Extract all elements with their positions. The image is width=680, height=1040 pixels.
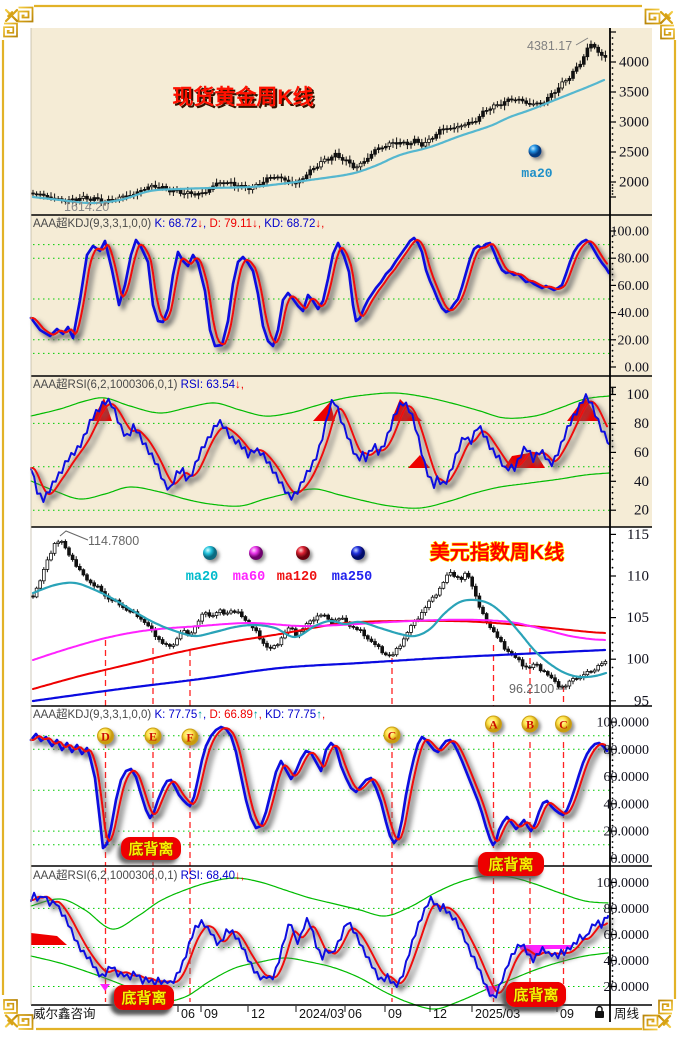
svg-text:20.00: 20.00 [618,333,650,348]
svg-text:40.0000: 40.0000 [604,954,650,969]
svg-text:06: 06 [348,1007,362,1021]
svg-text:12: 12 [433,1007,447,1021]
svg-text:09: 09 [204,1007,218,1021]
svg-text:威尔鑫咨询: 威尔鑫咨询 [33,1006,96,1021]
svg-text:80: 80 [634,416,649,432]
svg-text:2500: 2500 [619,145,649,161]
svg-text:20.0000: 20.0000 [604,980,650,995]
svg-text:D: D [101,730,110,744]
svg-text:80.0000: 80.0000 [604,743,650,758]
svg-text:60.00: 60.00 [618,279,650,294]
svg-text:4381.17: 4381.17 [527,39,572,53]
svg-text:100.00: 100.00 [611,225,650,240]
svg-text:0.0000: 0.0000 [611,852,650,867]
svg-text:40: 40 [634,474,649,490]
svg-text:80.0000: 80.0000 [604,902,650,917]
svg-text:4000: 4000 [619,55,649,71]
svg-text:底背离: 底背离 [121,989,166,1007]
svg-text:A: A [489,718,498,732]
svg-text:现货黄金周K线: 现货黄金周K线 [172,85,313,109]
svg-text:40.0000: 40.0000 [604,797,650,812]
svg-text:周线: 周线 [614,1007,640,1021]
svg-text:F: F [186,731,193,745]
svg-text:C: C [388,729,397,743]
svg-text:现货黄金周K线: 现货黄金周K线 [174,87,315,111]
svg-text:E: E [149,730,157,744]
svg-text:100: 100 [627,652,650,668]
svg-text:AAA超KDJ(9,3,3,1,0,0) K: 77.75↑: AAA超KDJ(9,3,3,1,0,0) K: 77.75↑, D: 66.89… [33,707,325,721]
svg-text:09: 09 [560,1007,574,1021]
svg-text:96.2100: 96.2100 [509,682,554,696]
svg-text:100.0000: 100.0000 [597,716,650,731]
svg-text:0.00: 0.00 [625,361,650,376]
svg-text:80.00: 80.00 [618,252,650,267]
svg-text:20: 20 [634,503,649,519]
svg-text:95: 95 [634,693,649,709]
svg-text:3000: 3000 [619,115,649,131]
svg-text:60: 60 [634,445,649,461]
svg-text:底背离: 底背离 [128,840,173,858]
svg-text:AAA超KDJ(9,3,3,1,0,0) K: 68.72↓: AAA超KDJ(9,3,3,1,0,0) K: 68.72↓, D: 79.11… [33,216,324,230]
svg-text:60.0000: 60.0000 [604,928,650,943]
svg-text:60.0000: 60.0000 [604,770,650,785]
svg-text:100.0000: 100.0000 [597,876,650,891]
svg-text:底背离: 底背离 [513,986,558,1004]
svg-text:B: B [526,718,534,732]
svg-text:2000: 2000 [619,175,649,191]
svg-text:C: C [559,718,568,732]
svg-text:AAA超RSI(6,2,1000306,0,1) RSI:: AAA超RSI(6,2,1000306,0,1) RSI: 63.54↓, [33,377,244,391]
svg-text:09: 09 [388,1007,402,1021]
svg-text:ma20: ma20 [186,570,218,585]
svg-text:ma60: ma60 [233,570,265,585]
svg-text:20.0000: 20.0000 [604,825,650,840]
svg-text:ma20: ma20 [521,166,552,181]
svg-text:105: 105 [627,610,650,626]
svg-text:底背离: 底背离 [488,856,533,874]
svg-text:2025/03: 2025/03 [475,1007,520,1021]
svg-text:115: 115 [627,527,649,543]
svg-text:2024/03: 2024/03 [299,1007,344,1021]
svg-text:美元指数周K线: 美元指数周K线 [430,540,564,564]
svg-text:12: 12 [251,1007,265,1021]
svg-text:40.00: 40.00 [618,306,650,321]
svg-text:3500: 3500 [619,85,649,101]
svg-text:1614.20: 1614.20 [64,200,109,214]
svg-text:100: 100 [627,387,650,403]
svg-text:114.7800: 114.7800 [88,534,139,548]
svg-text:110: 110 [627,569,649,585]
svg-text:06: 06 [181,1007,195,1021]
svg-text:AAA超RSI(6,2,1000306,0,1) RSI:: AAA超RSI(6,2,1000306,0,1) RSI: 68.40↓, [33,868,244,882]
svg-text:ma250: ma250 [332,570,373,585]
svg-text:ma120: ma120 [277,570,318,585]
